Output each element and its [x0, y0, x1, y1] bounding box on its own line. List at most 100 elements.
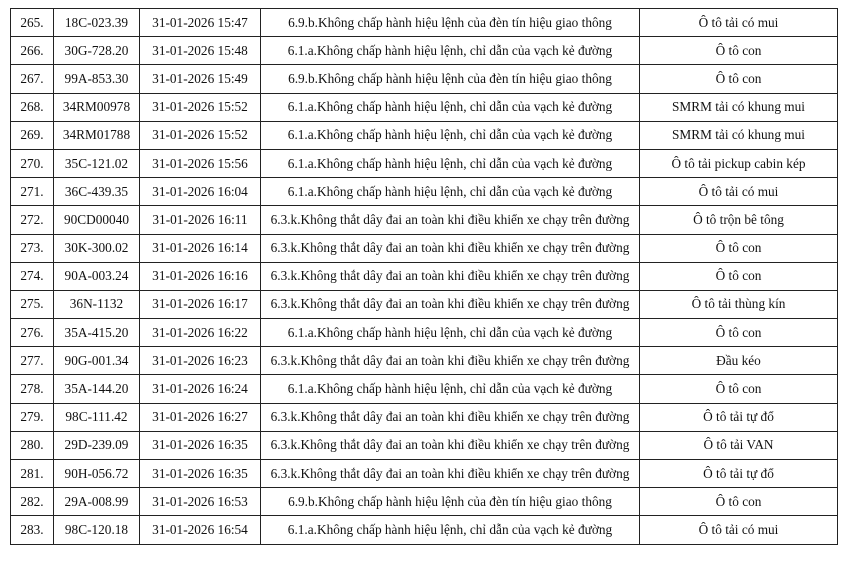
timestamp-cell: 31-01-2026 16:24 [139, 374, 261, 404]
vehicle-type-cell: Đầu kéo [639, 346, 838, 376]
row-number-cell: 275. [10, 289, 54, 320]
row-number-cell: 278. [10, 374, 54, 404]
timestamp-cell: 31-01-2026 15:49 [139, 64, 261, 94]
vehicle-type-cell: Ô tô con [639, 487, 838, 517]
license-plate-cell: 29A-008.99 [53, 487, 140, 517]
license-plate-cell: 90CD00040 [53, 205, 140, 235]
timestamp-cell: 31-01-2026 16:17 [139, 289, 261, 320]
row-number-cell: 283. [10, 515, 54, 545]
violation-cell: 6.1.a.Không chấp hành hiệu lệnh, chỉ dẫn… [260, 36, 640, 66]
table-row: 265. 18C-023.39 31-01-2026 15:47 6.9.b.Khôn… [10, 7, 838, 38]
vehicle-type-cell: Ô tô tải pickup cabin kép [639, 148, 838, 179]
row-number-cell: 282. [10, 487, 54, 517]
vehicle-type-cell: Ô tô tải có mui [639, 515, 838, 545]
violation-cell: 6.9.b.Không chấp hành hiệu lệnh của đèn … [260, 7, 640, 38]
row-number-cell: 271. [10, 177, 54, 207]
vehicle-type-cell: SMRM tải có khung mui [639, 120, 838, 150]
row-number-cell: 268. [10, 92, 54, 122]
vehicle-type-cell: SMRM tải có khung mui [639, 92, 838, 122]
vehicle-type-cell: Ô tô tải có mui [639, 177, 838, 207]
license-plate-cell: 90A-003.24 [53, 261, 140, 291]
license-plate-cell: 30G-728.20 [53, 36, 140, 66]
timestamp-cell: 31-01-2026 16:35 [139, 458, 261, 489]
timestamp-cell: 31-01-2026 16:35 [139, 430, 261, 461]
table-row: 273. 30K-300.02 31-01-2026 16:14 6.3.k.Khôn… [10, 233, 838, 263]
violation-cell: 6.3.k.Không thắt dây đai an toàn khi điề… [260, 233, 640, 263]
row-number-cell: 280. [10, 430, 54, 461]
violation-cell: 6.3.k.Không thắt dây đai an toàn khi điề… [260, 458, 640, 489]
violation-cell: 6.1.a.Không chấp hành hiệu lệnh, chỉ dẫn… [260, 515, 640, 545]
row-number-cell: 266. [10, 36, 54, 66]
timestamp-cell: 31-01-2026 16:53 [139, 487, 261, 517]
violation-cell: 6.3.k.Không thắt dây đai an toàn khi điề… [260, 205, 640, 235]
vehicle-type-cell: Ô tô tải VAN [639, 430, 838, 461]
table-row: 272. 90CD00040 31-01-2026 16:11 6.3.k.Không… [10, 205, 838, 235]
table-row: 270. 35C-121.02 31-01-2026 15:56 6.1.a.Khôn… [10, 148, 838, 179]
table-row: 282. 29A-008.99 31-01-2026 16:53 6.9.b.Khôn… [10, 487, 838, 517]
table-row: 267. 99A-853.30 31-01-2026 15:49 6.9.b.Khôn… [10, 64, 838, 94]
row-number-cell: 269. [10, 120, 54, 150]
violation-cell: 6.3.k.Không thắt dây đai an toàn khi điề… [260, 261, 640, 291]
vehicle-type-cell: Ô tô con [639, 36, 838, 66]
timestamp-cell: 31-01-2026 15:48 [139, 36, 261, 66]
violation-cell: 6.3.k.Không thắt dây đai an toàn khi điề… [260, 289, 640, 320]
license-plate-cell: 35C-121.02 [53, 148, 140, 179]
table-row: 274. 90A-003.24 31-01-2026 16:16 6.3.k.Khôn… [10, 261, 838, 291]
row-number-cell: 265. [10, 7, 54, 38]
violation-cell: 6.3.k.Không thắt dây đai an toàn khi điề… [260, 346, 640, 376]
table-row: 276. 35A-415.20 31-01-2026 16:22 6.1.a.Khôn… [10, 318, 838, 348]
vehicle-type-cell: Ô tô tải có mui [639, 7, 838, 38]
violation-cell: 6.9.b.Không chấp hành hiệu lệnh của đèn … [260, 487, 640, 517]
table-body: 265. 18C-023.39 31-01-2026 15:47 6.9.b.Khôn… [10, 7, 838, 545]
violation-cell: 6.1.a.Không chấp hành hiệu lệnh, chỉ dẫn… [260, 120, 640, 150]
row-number-cell: 267. [10, 64, 54, 94]
violation-cell: 6.1.a.Không chấp hành hiệu lệnh, chỉ dẫn… [260, 92, 640, 122]
timestamp-cell: 31-01-2026 16:23 [139, 346, 261, 376]
license-plate-cell: 98C-120.18 [53, 515, 140, 545]
timestamp-cell: 31-01-2026 16:16 [139, 261, 261, 291]
vehicle-type-cell: Ô tô con [639, 374, 838, 404]
license-plate-cell: 36C-439.35 [53, 177, 140, 207]
license-plate-cell: 34RM00978 [53, 92, 140, 122]
timestamp-cell: 31-01-2026 16:22 [139, 318, 261, 348]
violations-table: 265. 18C-023.39 31-01-2026 15:47 6.9.b.Khôn… [10, 7, 838, 545]
row-number-cell: 277. [10, 346, 54, 376]
row-number-cell: 281. [10, 458, 54, 489]
vehicle-type-cell: Ô tô con [639, 318, 838, 348]
violation-cell: 6.3.k.Không thắt dây đai an toàn khi điề… [260, 402, 640, 432]
vehicle-type-cell: Ô tô con [639, 261, 838, 291]
table-row: 279. 98C-111.42 31-01-2026 16:27 6.3.k.Khôn… [10, 402, 838, 432]
timestamp-cell: 31-01-2026 15:52 [139, 92, 261, 122]
table-row: 277. 90G-001.34 31-01-2026 16:23 6.3.k.Khôn… [10, 346, 838, 376]
row-number-cell: 276. [10, 318, 54, 348]
table-row: 275. 36N-1132 31-01-2026 16:17 6.3.k.Không … [10, 289, 838, 320]
violation-cell: 6.1.a.Không chấp hành hiệu lệnh, chỉ dẫn… [260, 148, 640, 179]
row-number-cell: 272. [10, 205, 54, 235]
table-row: 266. 30G-728.20 31-01-2026 15:48 6.1.a.Khôn… [10, 36, 838, 66]
license-plate-cell: 34RM01788 [53, 120, 140, 150]
vehicle-type-cell: Ô tô trộn bê tông [639, 205, 838, 235]
vehicle-type-cell: Ô tô con [639, 64, 838, 94]
license-plate-cell: 90G-001.34 [53, 346, 140, 376]
license-plate-cell: 29D-239.09 [53, 430, 140, 461]
table-row: 280. 29D-239.09 31-01-2026 16:35 6.3.k.Khôn… [10, 430, 838, 461]
timestamp-cell: 31-01-2026 16:14 [139, 233, 261, 263]
license-plate-cell: 99A-853.30 [53, 64, 140, 94]
license-plate-cell: 35A-415.20 [53, 318, 140, 348]
license-plate-cell: 35A-144.20 [53, 374, 140, 404]
vehicle-type-cell: Ô tô tải tự đổ [639, 458, 838, 489]
license-plate-cell: 30K-300.02 [53, 233, 140, 263]
row-number-cell: 273. [10, 233, 54, 263]
license-plate-cell: 18C-023.39 [53, 7, 140, 38]
table-row: 283. 98C-120.18 31-01-2026 16:54 6.1.a.Khôn… [10, 515, 838, 545]
vehicle-type-cell: Ô tô con [639, 233, 838, 263]
table-row: 269. 34RM01788 31-01-2026 15:52 6.1.a.Không… [10, 120, 838, 150]
timestamp-cell: 31-01-2026 16:04 [139, 177, 261, 207]
table-row: 268. 34RM00978 31-01-2026 15:52 6.1.a.Không… [10, 92, 838, 122]
violation-cell: 6.3.k.Không thắt dây đai an toàn khi điề… [260, 430, 640, 461]
timestamp-cell: 31-01-2026 15:52 [139, 120, 261, 150]
timestamp-cell: 31-01-2026 16:54 [139, 515, 261, 545]
row-number-cell: 279. [10, 402, 54, 432]
table-row: 281. 90H-056.72 31-01-2026 16:35 6.3.k.Khôn… [10, 458, 838, 489]
license-plate-cell: 36N-1132 [53, 289, 140, 320]
